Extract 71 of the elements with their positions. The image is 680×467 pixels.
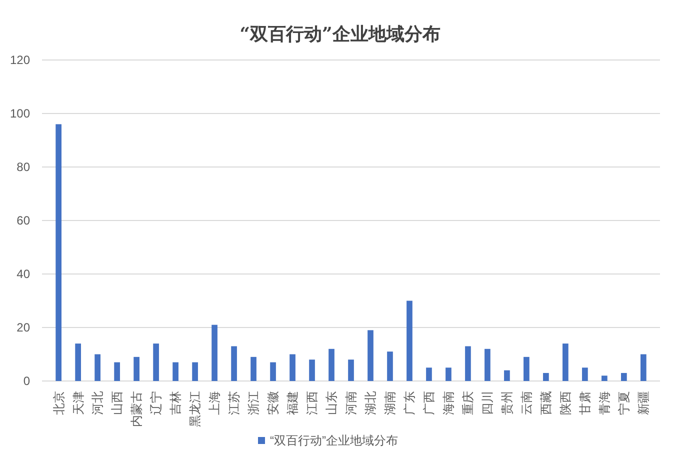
x-tick-label: 云南 (520, 391, 534, 415)
bar (504, 370, 510, 381)
x-tick-label: 四川 (480, 391, 495, 415)
bar (387, 352, 393, 381)
x-tick-label: 上海 (208, 391, 222, 415)
bar (231, 346, 237, 381)
bar (212, 324, 218, 381)
bar (446, 368, 452, 381)
y-tick-label: 120 (10, 53, 30, 68)
x-tick-label: 广东 (402, 391, 417, 415)
bar (250, 356, 256, 381)
y-tick-label: 0 (23, 374, 30, 388)
x-tick-label: 福建 (286, 391, 300, 415)
x-tick-label: 山西 (110, 391, 124, 415)
x-tick-label: 辽宁 (149, 391, 164, 415)
x-tick-label: 广西 (422, 391, 436, 415)
bar (543, 372, 549, 381)
x-tick-label: 天津 (71, 391, 86, 415)
chart-title: “双百行动”企业地域分布 (240, 24, 440, 45)
bar (134, 356, 140, 381)
x-tick-label: 浙江 (246, 391, 261, 415)
x-tick-label: 西藏 (539, 391, 554, 415)
y-tick-label: 20 (16, 320, 30, 335)
x-tick-label: 贵州 (500, 391, 514, 415)
bar (56, 124, 62, 381)
legend-label: “双百行动”企业地域分布 (270, 434, 398, 448)
x-tick-label: 内蒙古 (130, 391, 144, 427)
x-tick-label: 黑龙江 (188, 391, 202, 427)
bar (192, 362, 198, 381)
x-tick-label: 江苏 (227, 391, 242, 415)
bar (524, 356, 530, 381)
y-tick-label: 40 (16, 267, 30, 282)
x-tick-label: 河北 (90, 391, 105, 415)
x-tick-label: 陕西 (558, 391, 573, 415)
x-tick-label: 安徽 (266, 391, 280, 415)
bar (602, 376, 608, 381)
x-tick-label: 江西 (305, 391, 320, 415)
bar (465, 346, 471, 381)
bar (94, 354, 100, 381)
bar (582, 368, 588, 381)
bar (328, 348, 334, 381)
bar (309, 360, 315, 381)
x-tick-label: 重庆 (461, 391, 476, 415)
bar (172, 362, 178, 381)
bar (153, 344, 159, 381)
x-tick-label: 山东 (324, 391, 339, 415)
bar (348, 360, 354, 381)
x-tick-label: 北京 (52, 391, 66, 415)
y-tick-label: 60 (16, 214, 30, 228)
x-tick-label: 吉林 (168, 391, 183, 415)
bar (426, 368, 432, 381)
bar (484, 348, 490, 381)
bar (114, 362, 120, 381)
bar (406, 300, 412, 381)
bar (290, 354, 296, 381)
bar (368, 330, 374, 381)
x-tick-label: 新疆 (636, 391, 651, 415)
bar (75, 344, 81, 381)
x-tick-label: 湖南 (383, 391, 398, 415)
x-tick-label: 甘肃 (578, 391, 592, 415)
x-tick-label: 青海 (598, 391, 612, 415)
x-tick-label: 河南 (344, 391, 358, 415)
bar (270, 362, 276, 381)
y-tick-label: 100 (10, 106, 30, 121)
x-tick-label: 湖北 (364, 391, 378, 415)
bar (621, 372, 627, 381)
x-tick-label: 海南 (442, 391, 456, 415)
bar (640, 354, 646, 381)
y-tick-label: 80 (16, 160, 30, 174)
bar (562, 344, 568, 381)
x-tick-label: 宁夏 (617, 391, 632, 415)
